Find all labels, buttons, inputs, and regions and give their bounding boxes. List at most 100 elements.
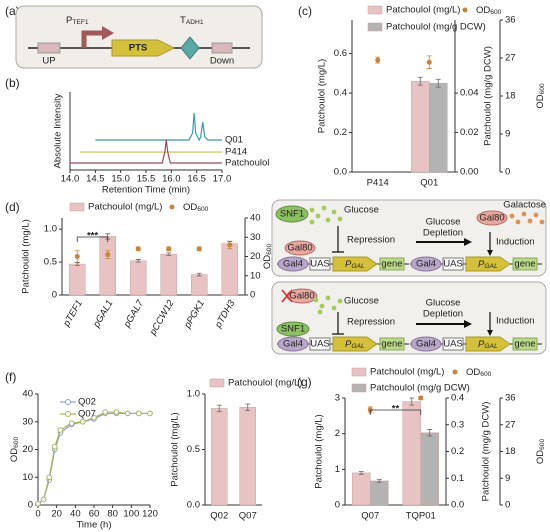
sugar	[315, 213, 321, 219]
significance-bracket	[369, 409, 422, 415]
label: Gal4	[416, 259, 436, 270]
arrowhead	[487, 250, 493, 256]
point	[46, 474, 53, 481]
y-tick-label: 30	[250, 232, 261, 243]
label: Down	[210, 56, 234, 67]
legend-swatch	[452, 369, 458, 375]
arrowhead	[464, 238, 472, 246]
label: gene	[381, 339, 402, 350]
pts-gene	[111, 39, 176, 57]
y-tick-label: 10	[250, 270, 261, 281]
label: UP	[42, 56, 55, 67]
panel-label: (g)	[297, 375, 312, 389]
od-point	[227, 242, 233, 248]
x-tick-label: 15.0	[111, 174, 130, 185]
legend-swatch	[65, 399, 71, 405]
text-main: P	[345, 339, 352, 350]
point	[102, 409, 108, 415]
point	[52, 443, 58, 450]
label: Induction	[496, 316, 535, 327]
od-point	[166, 246, 172, 252]
y-tick-label: 20	[22, 444, 33, 455]
promoter	[332, 336, 378, 352]
label: gene	[514, 339, 535, 350]
y-tick-label: 0.0	[187, 500, 200, 511]
y-axis-title: OD600	[262, 244, 273, 270]
panel-label: (f)	[5, 370, 16, 384]
y-tick-label: 0.6	[334, 48, 347, 59]
legend-swatch	[462, 7, 468, 13]
gene	[379, 337, 405, 351]
y-tick-label: 9	[505, 473, 510, 484]
bar	[402, 401, 421, 506]
y-tick-label: 0.5	[44, 257, 57, 268]
legend-label: OD600	[466, 367, 492, 378]
label: Depletion	[423, 228, 463, 239]
arrowhead	[464, 320, 472, 328]
bar	[211, 408, 228, 506]
y-tick-label: 9	[505, 129, 510, 140]
y-tick-label: 30	[22, 416, 33, 427]
legend-label: Patchoulol (mg/g DCW)	[386, 22, 486, 33]
label: PTEF1	[66, 15, 89, 26]
label: Induction	[496, 237, 535, 248]
bar	[130, 260, 147, 296]
subscript: 600	[13, 437, 20, 448]
x-tick-label: P414	[367, 178, 389, 189]
x-tick-label: Q07	[239, 511, 257, 522]
label: SNF1	[280, 209, 304, 220]
bar	[429, 82, 448, 173]
label: Glucose	[426, 298, 461, 309]
panel-label: (d)	[5, 200, 20, 214]
snf1	[276, 321, 310, 337]
od-point	[426, 59, 432, 65]
label: Gal4	[283, 259, 303, 270]
x-tick-label: 0	[35, 509, 40, 520]
y-tick-label: 20	[250, 251, 261, 262]
x-axis-title: Retention Time (min)	[102, 185, 190, 196]
gene	[379, 257, 405, 271]
y-tick-label: 10	[22, 472, 33, 483]
sugar	[309, 207, 315, 213]
error-bar	[245, 403, 251, 412]
label: UAS	[443, 259, 463, 270]
x-tick-label: Q01	[420, 178, 438, 189]
sugar	[331, 209, 337, 215]
point	[113, 409, 120, 415]
sugar	[527, 218, 533, 224]
label: PGAL	[478, 259, 498, 270]
gal80	[284, 240, 316, 256]
sugar	[509, 213, 515, 219]
y-tick-label: 0.3	[451, 419, 464, 430]
error-bar	[358, 471, 364, 475]
legend-swatch	[169, 204, 175, 210]
y-tick-label: 36	[505, 393, 516, 404]
error-bar	[417, 76, 423, 86]
x-tick-label: 40	[70, 509, 81, 520]
label: Repression	[347, 317, 395, 328]
y-tick-label: 0.5	[187, 444, 200, 455]
text-part: OD	[535, 94, 546, 108]
y-tick-label: 27	[505, 53, 516, 64]
significance-bracket	[76, 236, 109, 242]
series-line	[70, 139, 222, 164]
bar	[352, 472, 371, 506]
label: gene	[381, 259, 402, 270]
y-tick-label: 3	[335, 393, 340, 404]
promoter	[465, 336, 511, 352]
label: Glucose	[344, 296, 379, 307]
construct-box	[15, 5, 263, 69]
y-tick-label: 0.4	[334, 88, 347, 99]
x-tick-label: pGAL7	[121, 298, 146, 331]
y-tick-label: 0.00	[460, 167, 479, 178]
gal4	[410, 256, 442, 272]
label: PGAL	[345, 259, 365, 270]
label: UAS	[443, 339, 463, 350]
text-part: OD	[535, 450, 546, 464]
od-point	[196, 246, 202, 252]
uas	[442, 337, 464, 351]
x-tick-label: 80	[107, 509, 118, 520]
x-tick-label: pTEF1	[61, 298, 85, 329]
legend-swatch	[351, 383, 367, 393]
